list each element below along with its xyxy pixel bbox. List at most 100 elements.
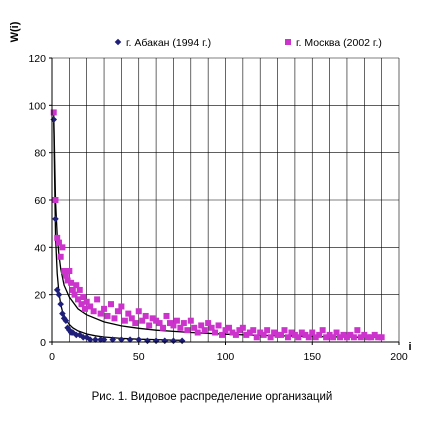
moscow-point [350,334,357,341]
abakan-point [62,317,70,324]
moscow-point [368,334,375,341]
moscow-point [222,327,229,334]
moscow-point [354,327,361,334]
moscow-point [76,286,83,293]
moscow-point [90,308,97,315]
legend-marker [285,39,291,45]
moscow-point [357,334,364,341]
moscow-point [66,268,73,274]
abakan-point [55,291,63,298]
moscow-point [156,320,163,327]
x-tick-label: 100 [217,351,235,363]
moscow-point [94,296,101,303]
moscow-point [250,327,257,334]
moscow-point [50,109,57,116]
moscow-point [246,329,253,336]
fitted-curve [53,117,183,341]
abakan-point [170,337,177,345]
moscow-point [75,296,82,303]
moscow-point [55,239,62,246]
moscow-point [194,329,201,336]
moscow-point [149,315,156,322]
grid [52,57,400,342]
moscow-point [101,305,108,312]
moscow-point [208,324,215,331]
abakan-point [53,286,61,294]
figure-caption: Рис. 1. Видовое распределение организаци… [91,391,333,403]
moscow-point [343,334,350,341]
moscow-point [80,294,87,301]
legend-label: г. Москва (2002 г.) [296,37,382,49]
moscow-point [288,329,295,336]
moscow-point [180,320,187,327]
moscow-point [57,253,64,260]
moscow-point [312,334,319,341]
moscow-point [166,320,173,327]
abakan-point [109,336,117,343]
moscow-point [219,331,226,338]
moscow-point [139,317,146,324]
moscow-point [305,334,312,341]
moscow-point [330,334,337,341]
moscow-point [295,334,302,341]
moscow-point [271,329,278,336]
moscow-point [212,329,219,336]
moscow-point [378,334,385,341]
moscow-point [309,329,316,336]
moscow-point [260,331,267,338]
abakan-point [76,331,84,339]
moscow-point [184,327,191,334]
moscow-point [236,327,243,334]
moscow-point [239,324,246,331]
moscow-point [281,327,288,334]
abakan-point [72,331,80,339]
abakan-point [50,116,58,123]
moscow-point [375,334,382,341]
moscow-point [104,312,111,319]
x-tick-label: 0 [49,351,55,363]
abakan-point [152,337,160,345]
moscow-point [316,331,323,338]
fitted-curve [53,112,382,339]
moscow-point [278,331,285,338]
moscow-point [187,317,194,324]
abakan-point [178,337,186,345]
moscow-point [61,268,68,274]
moscow-point [201,327,208,334]
moscow-point [323,334,330,341]
y-axis-label: W(i) [9,21,21,42]
moscow-point [333,329,340,336]
moscow-point [274,331,281,338]
moscow-point [364,334,371,341]
moscow-point [59,244,66,251]
abakan-point [100,336,108,343]
moscow-point [135,308,142,315]
moscow-point [64,277,71,284]
abakan-point [79,333,87,341]
abakan-point [97,336,104,343]
x-tick-label: 50 [133,351,145,363]
y-tick-label: 60 [34,195,46,207]
abakan-point [92,336,99,343]
moscow-point [111,315,118,322]
x-tick-label: 150 [303,351,321,363]
y-tick-label: 40 [34,242,46,254]
moscow-point [177,324,184,331]
moscow-point [73,282,80,289]
y-tick-label: 20 [34,290,46,302]
tick-labels: 0 20 40 60 80 100 120 0 50 100 150 200 [28,53,407,363]
moscow-point [153,317,160,324]
moscow-point [160,324,167,331]
moscow-point [232,331,239,338]
moscow-point [107,301,114,308]
abakan-point [83,333,90,341]
moscow-point [340,331,347,338]
moscow-point [81,305,88,312]
moscow-point [198,322,205,329]
y-tick-label: 0 [40,337,46,349]
moscow-point [205,320,212,327]
moscow-point [347,331,354,338]
moscow-point [225,324,232,331]
abakan-point [66,326,73,334]
moscow-point [173,317,180,324]
